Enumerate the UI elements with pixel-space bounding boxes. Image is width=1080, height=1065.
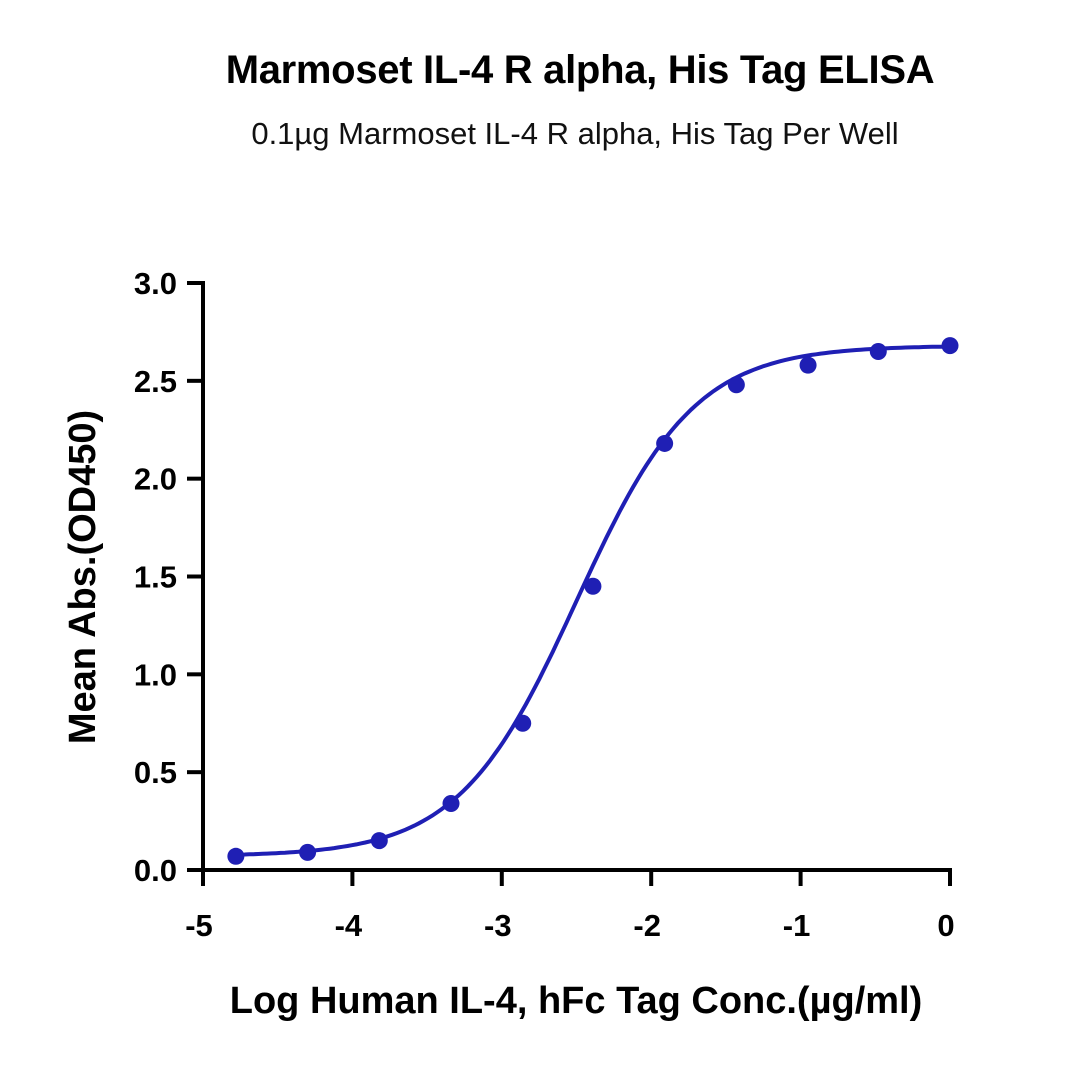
data-point — [370, 832, 388, 850]
data-point — [227, 847, 245, 865]
y-axis-ticks: 0.0 0.5 1.0 1.5 2.0 2.5 3.0 — [134, 266, 203, 888]
data-point — [727, 376, 745, 394]
data-point — [442, 794, 460, 812]
x-tick-label: -5 — [185, 908, 213, 943]
fit-curve — [235, 344, 951, 857]
x-tick-label: -2 — [633, 908, 661, 943]
y-tick-label: 1.5 — [134, 560, 177, 595]
chart-subtitle: 0.1µg Marmoset IL-4 R alpha, His Tag Per… — [251, 116, 899, 151]
x-tick-label: 0 — [937, 908, 954, 943]
x-tick-label: -3 — [484, 908, 512, 943]
y-tick-label: 3.0 — [134, 266, 177, 301]
data-point — [941, 337, 959, 355]
data-point — [799, 356, 817, 374]
y-tick-label: 0.5 — [134, 755, 177, 790]
y-axis-title: Mean Abs.(OD450) — [62, 410, 104, 744]
y-tick-label: 0.0 — [134, 853, 177, 888]
x-tick-label: -1 — [783, 908, 811, 943]
data-point — [656, 434, 674, 452]
chart-title: Marmoset IL-4 R alpha, His Tag ELISA — [225, 48, 935, 92]
y-tick-label: 2.0 — [134, 462, 177, 497]
y-tick-label: 2.5 — [134, 364, 177, 399]
x-axis-title: Log Human IL-4, hFc Tag Conc.(µg/ml) — [230, 980, 923, 1022]
x-axis-ticks: -5 -4 -3 -2 -1 0 — [185, 870, 955, 943]
data-point — [299, 843, 317, 861]
data-point — [584, 577, 602, 595]
data-point — [514, 714, 532, 732]
y-tick-label: 1.0 — [134, 657, 177, 692]
data-points — [227, 337, 959, 865]
axes — [201, 281, 952, 872]
data-point — [869, 342, 887, 360]
x-tick-label: -4 — [335, 908, 363, 943]
